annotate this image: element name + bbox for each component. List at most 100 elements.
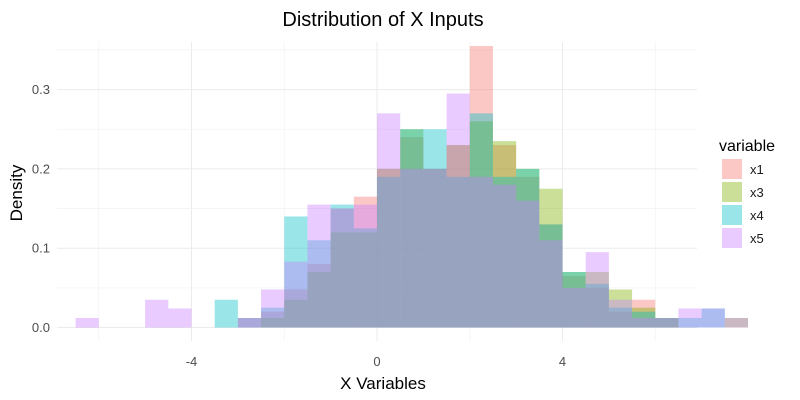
bar-x4 [562,272,586,328]
bar-x5 [307,204,331,328]
y-tick-label: 0.2 [32,161,50,176]
y-axis-title: Density [7,164,26,221]
bar-x4 [469,113,493,328]
x-tick-label: -4 [186,354,198,369]
bar-x4 [330,204,354,328]
bar-x4 [608,307,633,328]
bar-x3 [539,188,563,328]
bar-x1 [400,137,424,328]
bar-x1 [353,196,377,328]
bar-x5 [330,208,354,328]
bar-x1 [608,311,633,328]
bar-x1 [469,45,493,328]
series-x3 [261,121,749,328]
bar-x3 [446,145,470,328]
bar-x5 [237,318,262,328]
bar-x3 [492,141,517,328]
x-axis-title: X Variables [340,374,426,393]
bar-x5 [585,252,609,328]
grid [57,42,697,341]
bar-x5 [377,113,401,328]
legend-items: x1 x3 x4 x5 [722,159,764,248]
bar-x5 [701,308,725,328]
bar-x5 [168,308,192,328]
y-axis-ticks: 0.0 0.1 0.2 0.3 [32,82,50,335]
bar-x1 [516,176,540,328]
bar-x4 [214,299,238,328]
bar-x5 [145,299,169,328]
bar-x4 [261,307,285,328]
bar-x3 [400,129,424,328]
bar-x4 [655,318,679,328]
bar-x4 [237,318,262,328]
bar-x1 [261,311,285,328]
bar-x5 [423,168,447,328]
bar-x5 [516,200,540,328]
bar-x3 [562,272,586,328]
bar-x3 [585,272,609,328]
bar-x5 [539,240,563,328]
bar-x3 [516,168,540,328]
bar-x4 [423,129,447,328]
legend-label-x3: x3 [750,185,764,200]
legend-swatch-x4 [722,205,742,225]
bar-x1 [492,145,517,328]
bars [75,45,749,328]
legend-label-x4: x4 [750,208,764,223]
bar-x1 [632,299,656,328]
bar-x4 [307,240,331,328]
bar-x4 [492,176,517,328]
bar-x3 [469,121,493,328]
bar-x3 [724,318,749,328]
bar-x5 [655,318,679,328]
bar-x4 [377,176,401,328]
legend-title: variable [719,138,775,155]
bar-x3 [608,289,633,328]
bar-x5 [446,93,470,328]
bar-x3 [353,232,377,328]
bar-x5 [492,184,517,328]
bar-x5 [562,287,586,328]
bar-x1 [377,168,401,328]
legend-swatch-x3 [722,182,742,202]
bar-x4 [701,308,725,328]
bar-x4 [400,129,424,328]
bar-x4 [284,216,308,328]
bar-x4 [585,283,609,328]
bar-x5 [261,289,285,328]
bar-x4 [446,176,470,328]
bar-x4 [678,318,702,328]
bar-x5 [353,204,377,328]
bar-x4 [353,228,377,328]
bar-x3 [632,307,656,328]
bar-x4 [516,168,540,328]
legend-label-x5: x5 [750,231,764,246]
legend-swatch-x1 [722,159,742,179]
bar-x1 [307,264,331,328]
x-tick-label: 0 [373,354,380,369]
series-x1 [237,45,679,328]
bar-x5 [608,299,633,328]
chart-title: Distribution of X Inputs [282,9,483,31]
bar-x1 [585,287,609,328]
bar-x3 [655,318,679,328]
bar-x1 [237,318,262,328]
bar-x1 [446,145,470,328]
bar-x3 [330,232,354,328]
x-axis-ticks: -4 0 4 [186,354,566,369]
legend: variable x1 x3 x4 x5 [719,138,775,248]
bar-x4 [539,224,563,328]
legend-swatch-x5 [722,228,742,248]
bar-x1 [423,168,447,328]
bar-x3 [423,168,447,328]
bar-x5 [75,318,99,328]
bar-x5 [400,168,424,328]
bar-x5 [284,261,308,328]
series-x5 [75,93,749,328]
bar-x5 [469,176,493,328]
bar-x1 [562,275,586,328]
bar-x4 [632,311,656,328]
bar-x1 [539,224,563,328]
legend-label-x1: x1 [750,162,764,177]
